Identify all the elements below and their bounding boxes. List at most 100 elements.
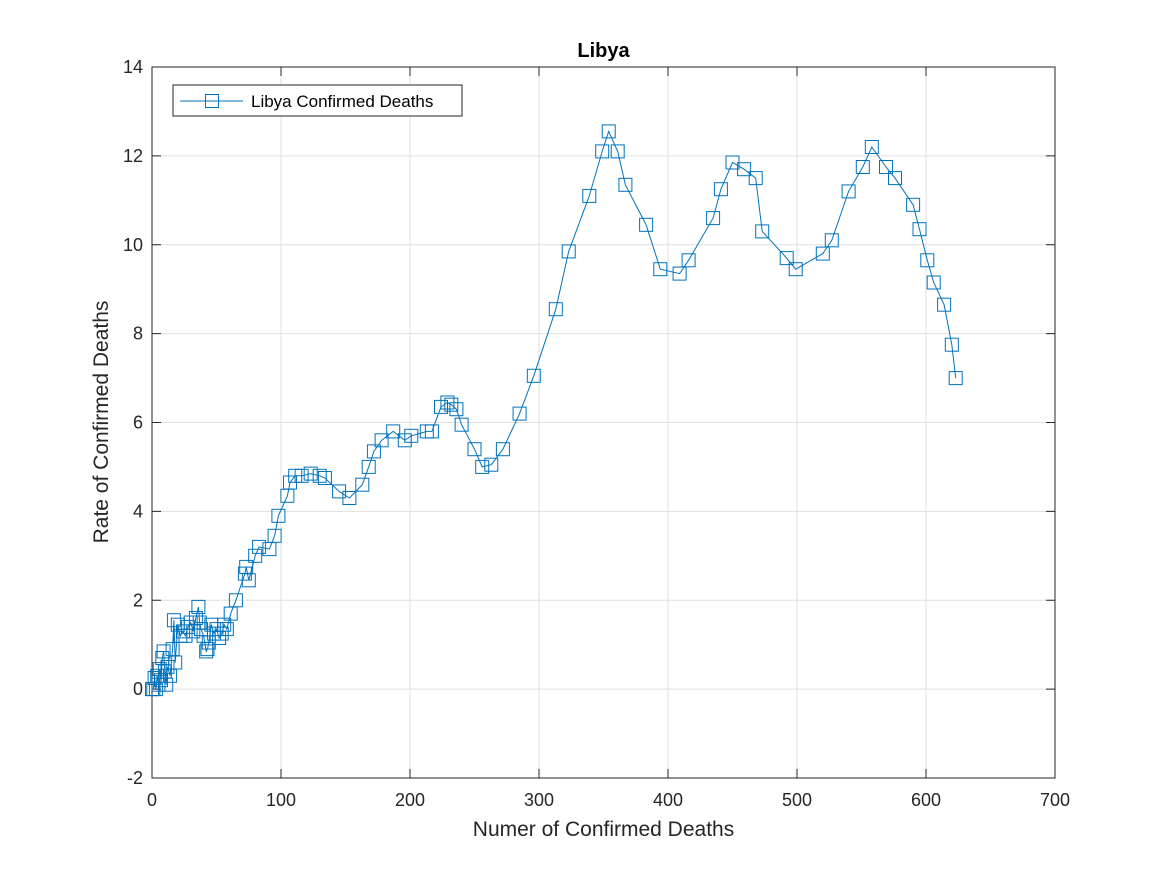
data-point-marker bbox=[166, 613, 181, 628]
data-point-marker bbox=[944, 337, 959, 352]
y-tick-label: 0 bbox=[133, 679, 143, 699]
grid-lines bbox=[152, 67, 1055, 778]
data-point-marker bbox=[879, 160, 893, 174]
x-tick-label: 500 bbox=[782, 790, 812, 810]
data-point-marker bbox=[271, 508, 286, 523]
data-point-marker bbox=[219, 622, 234, 637]
data-point-marker bbox=[855, 160, 870, 174]
data-point-marker bbox=[737, 162, 752, 177]
x-tick-label: 400 bbox=[653, 790, 683, 810]
y-tick-label: 4 bbox=[133, 501, 143, 521]
data-point-marker bbox=[294, 468, 309, 483]
data-point-marker bbox=[713, 182, 728, 197]
data-point-marker bbox=[312, 468, 327, 483]
data-point-marker bbox=[815, 246, 830, 261]
data-point-marker bbox=[454, 417, 469, 432]
y-tick-label: 6 bbox=[133, 413, 143, 433]
data-point-marker bbox=[228, 593, 243, 608]
data-point-marker bbox=[618, 177, 633, 192]
data-point-marker bbox=[948, 371, 963, 386]
data-point-marker bbox=[176, 624, 190, 639]
data-point-marker bbox=[706, 211, 721, 226]
x-tick-label: 200 bbox=[395, 790, 425, 810]
data-point-marker bbox=[303, 466, 318, 481]
data-point-marker bbox=[920, 253, 935, 268]
data-point-marker bbox=[191, 599, 206, 614]
data-point-marker bbox=[248, 548, 263, 563]
data-point-marker bbox=[355, 477, 370, 492]
x-tick-label: 700 bbox=[1040, 790, 1070, 810]
data-point-marker bbox=[495, 442, 510, 457]
data-point-marker bbox=[672, 266, 687, 281]
data-point-marker bbox=[610, 144, 625, 159]
data-point-marker bbox=[748, 171, 763, 186]
data-point-marker bbox=[526, 368, 541, 383]
data-point-marker bbox=[888, 171, 902, 186]
data-point-marker bbox=[639, 217, 654, 232]
series-line bbox=[152, 130, 957, 690]
y-axis-label: Rate of Confirmed Deaths bbox=[90, 301, 113, 544]
data-point-marker bbox=[386, 424, 401, 439]
x-tick-label: 300 bbox=[524, 790, 554, 810]
data-point-marker bbox=[681, 253, 696, 268]
data-point-marker bbox=[475, 459, 490, 474]
y-tick-label: -2 bbox=[127, 768, 143, 788]
data-point-marker bbox=[926, 275, 941, 290]
axis-ticks bbox=[151, 66, 1056, 779]
data-point-marker bbox=[156, 644, 171, 659]
data-point-marker bbox=[548, 302, 563, 317]
data-point-marker bbox=[267, 528, 282, 543]
data-point-marker bbox=[366, 444, 381, 459]
data-point-marker bbox=[424, 424, 439, 439]
x-tick-label: 0 bbox=[147, 790, 157, 810]
y-tick-label: 10 bbox=[123, 235, 143, 255]
data-point-marker bbox=[653, 262, 668, 277]
data-point-marker bbox=[444, 397, 459, 412]
data-point-marker bbox=[937, 297, 952, 312]
data-point-marker bbox=[484, 457, 499, 472]
series-layer bbox=[145, 124, 963, 697]
y-tick-label: 2 bbox=[133, 590, 143, 610]
legend-marker-square bbox=[205, 94, 219, 108]
data-point-marker bbox=[241, 573, 256, 588]
data-point-marker bbox=[342, 491, 357, 505]
data-point-marker bbox=[906, 197, 921, 212]
data-point-marker bbox=[512, 406, 527, 421]
y-tick-label: 14 bbox=[123, 57, 143, 77]
x-axis-label: Numer of Confirmed Deaths bbox=[473, 818, 734, 841]
data-point-marker bbox=[317, 471, 332, 485]
data-point-marker bbox=[779, 251, 794, 266]
data-point-marker bbox=[912, 222, 927, 237]
chart-title: Libya bbox=[577, 40, 630, 62]
data-point-marker bbox=[404, 428, 419, 443]
data-point-marker bbox=[788, 262, 803, 277]
y-tick-label: 12 bbox=[123, 146, 143, 166]
data-point-marker bbox=[595, 144, 610, 159]
y-tick-labels: -2 0 2 4 6 8 10 12 14 bbox=[123, 57, 143, 788]
data-point-marker bbox=[841, 184, 856, 199]
data-point-marker bbox=[160, 659, 175, 674]
data-point-marker bbox=[601, 124, 616, 139]
data-point-marker bbox=[864, 140, 879, 154]
x-tick-labels: 0 100 200 300 400 500 600 700 bbox=[147, 790, 1070, 810]
legend: Libya Confirmed Deaths bbox=[172, 84, 463, 117]
data-point-marker bbox=[755, 224, 770, 239]
data-point-marker bbox=[361, 459, 376, 474]
data-point-marker bbox=[374, 433, 389, 448]
y-tick-label: 8 bbox=[133, 324, 143, 344]
x-tick-label: 100 bbox=[266, 790, 296, 810]
legend-entry-label: Libya Confirmed Deaths bbox=[251, 92, 433, 111]
data-point-marker bbox=[449, 402, 464, 417]
data-point-marker bbox=[561, 244, 576, 259]
data-point-marker bbox=[252, 539, 267, 554]
x-tick-label: 600 bbox=[911, 790, 941, 810]
data-point-marker bbox=[214, 626, 229, 641]
data-point-marker bbox=[199, 644, 214, 659]
data-point-marker bbox=[824, 233, 839, 248]
data-point-marker bbox=[467, 442, 482, 457]
data-point-marker bbox=[188, 611, 203, 625]
data-point-marker bbox=[159, 677, 174, 692]
data-point-marker bbox=[209, 622, 224, 637]
data-point-marker bbox=[168, 655, 183, 670]
